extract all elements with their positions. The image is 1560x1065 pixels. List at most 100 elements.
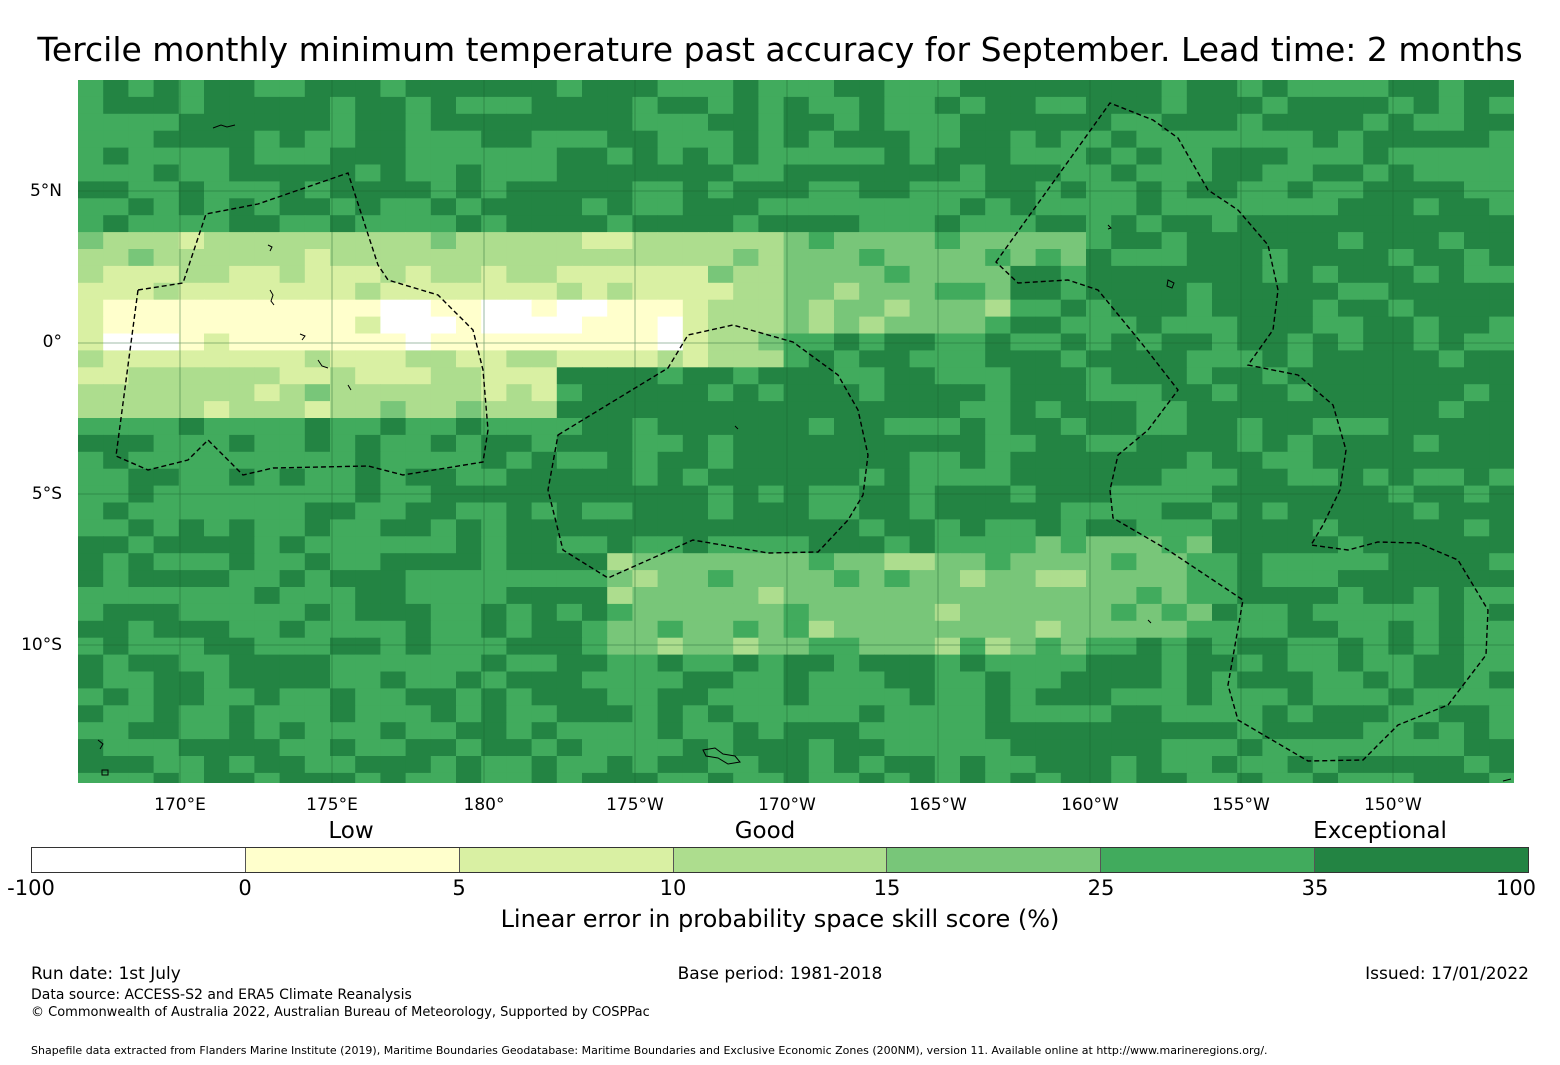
grid-cell — [204, 80, 230, 98]
grid-cell — [330, 705, 356, 723]
grid-cell — [1010, 181, 1037, 199]
grid-cell — [279, 688, 306, 706]
grid-cell — [1111, 553, 1137, 571]
grid-cell — [960, 739, 986, 757]
grid-cell — [178, 299, 205, 318]
grid-cell — [1035, 519, 1062, 537]
grid-cell — [1363, 367, 1389, 385]
grid-cell — [1086, 536, 1112, 554]
grid-cell — [708, 603, 734, 622]
grid-cell — [254, 671, 281, 689]
grid-cell — [1413, 384, 1440, 402]
grid-cell — [1111, 198, 1137, 216]
grid-cell — [934, 181, 961, 199]
grid-cell — [1287, 316, 1314, 334]
grid-cell — [1464, 147, 1490, 165]
grid-cell — [531, 671, 558, 689]
grid-cell — [304, 536, 331, 554]
grid-cell — [1212, 739, 1238, 757]
grid-cell — [1388, 536, 1415, 554]
grid-cell — [405, 418, 432, 436]
grid-cell — [481, 164, 507, 182]
grid-cell — [556, 384, 583, 402]
grid-cell — [708, 367, 734, 385]
grid-cell — [456, 772, 482, 783]
grid-cell — [1060, 96, 1087, 115]
grid-cell — [708, 164, 734, 182]
grid-cell — [1010, 384, 1037, 402]
grid-cell — [1060, 198, 1087, 216]
grid-cell — [153, 232, 180, 250]
grid-cell — [758, 80, 785, 98]
grid-cell — [909, 620, 936, 639]
grid-cell — [1312, 333, 1339, 351]
grid-cell — [1363, 299, 1389, 318]
grid-cell — [430, 637, 457, 656]
grid-cell — [556, 130, 583, 149]
grid-cell — [934, 756, 961, 774]
grid-cell — [1161, 316, 1188, 334]
grid-cell — [783, 722, 810, 740]
grid-cell — [657, 620, 684, 639]
grid-cell — [582, 451, 608, 470]
grid-cell — [506, 519, 533, 537]
grid-cell — [1363, 147, 1389, 165]
grid-cell — [682, 350, 709, 368]
grid-cell — [330, 299, 356, 318]
grid-cell — [430, 299, 457, 318]
grid-cell — [456, 130, 482, 149]
grid-cell — [1212, 350, 1238, 368]
grid-cell — [1413, 502, 1440, 520]
grid-cell — [556, 333, 583, 351]
grid-cell — [1060, 181, 1087, 199]
grid-cell — [733, 620, 759, 639]
island-coastlines — [97, 124, 1512, 782]
grid-cell — [405, 536, 432, 554]
grid-cell — [78, 249, 104, 267]
map-title: Tercile monthly minimum temperature past… — [37, 30, 1523, 69]
grid-cell — [758, 705, 785, 723]
grid-cell — [103, 265, 129, 284]
grid-cell — [330, 570, 356, 588]
grid-cell — [1464, 451, 1490, 470]
grid-cell — [808, 113, 835, 132]
grid-cell — [304, 80, 331, 98]
grid-cell — [153, 249, 180, 267]
grid-cell — [430, 603, 457, 622]
run-date: Run date: 1st July — [31, 964, 181, 984]
grid-cell — [708, 333, 734, 351]
grid-cell — [1464, 587, 1490, 605]
grid-cell — [733, 705, 759, 723]
grid-cell — [254, 654, 281, 672]
grid-cell — [884, 96, 911, 115]
grid-cell — [733, 181, 759, 199]
grid-cell — [153, 113, 180, 132]
grid-cell — [456, 418, 482, 436]
grid-cell — [531, 232, 558, 250]
grid-cell — [531, 519, 558, 537]
grid-cell — [103, 603, 129, 622]
grid-cell — [884, 739, 911, 757]
grid-cell — [128, 96, 155, 115]
grid-cell — [657, 756, 684, 774]
grid-cell — [1060, 316, 1087, 334]
grid-cell — [985, 147, 1011, 165]
grid-cell — [1388, 722, 1415, 740]
grid-cell — [1111, 502, 1137, 520]
grid-cell — [405, 570, 432, 588]
grid-cell — [607, 570, 633, 588]
grid-cell — [1287, 282, 1314, 301]
grid-cell — [1060, 468, 1087, 487]
grid-cell — [1086, 468, 1112, 487]
grid-cell — [1338, 553, 1364, 571]
grid-cell — [1464, 367, 1490, 385]
grid-cell — [229, 401, 255, 419]
grid-cell — [682, 80, 709, 98]
grid-cell — [78, 418, 104, 436]
grid-cell — [481, 705, 507, 723]
grid-cell — [682, 553, 709, 571]
grid-cell — [405, 654, 432, 672]
grid-cell — [1363, 96, 1389, 115]
grid-cell — [1212, 603, 1238, 622]
grid-cell — [808, 688, 835, 706]
